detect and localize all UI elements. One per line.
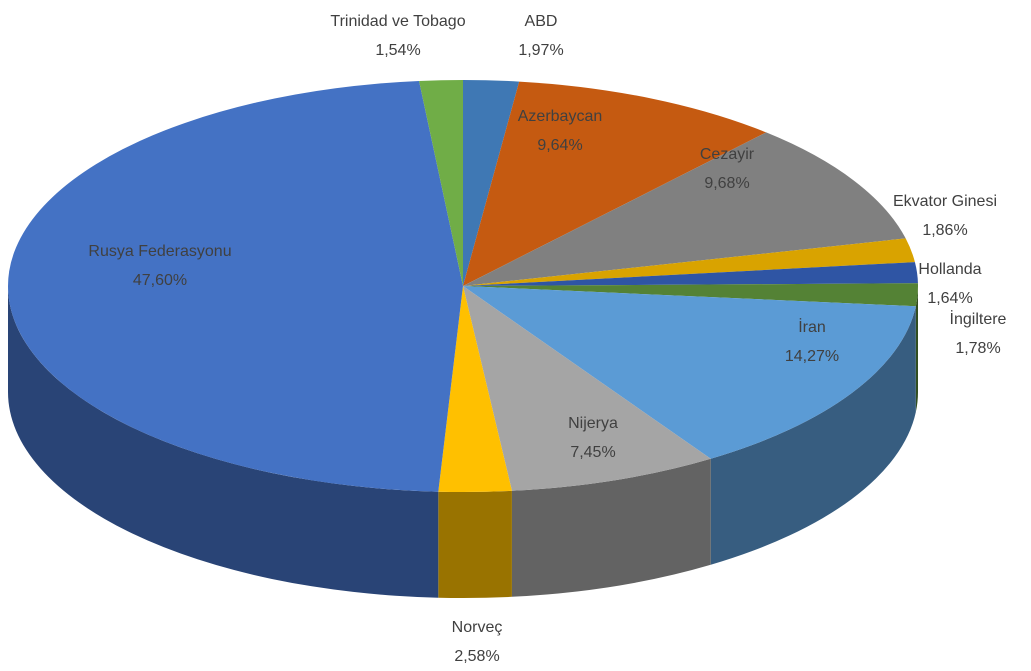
slice-label: Cezayir [700,146,755,163]
slice-side [915,286,918,413]
slice-value-label: 9,64% [537,137,582,154]
slice-label: Rusya Federasyonu [88,243,231,260]
slice-side [710,306,916,565]
slice-label: Hollanda [918,261,981,278]
slice-label: Trinidad ve Tobago [330,13,465,30]
slice-value-label: 1,78% [955,340,1000,357]
slice [8,80,463,492]
slice-side [438,490,512,598]
slice [463,81,767,287]
slice-value-label: 9,68% [704,175,749,192]
slice-side [511,458,711,597]
slice-label: İngiltere [950,309,1007,328]
slice-value-label: 7,45% [570,444,615,461]
slice [463,286,711,491]
slice-label: Ekvator Ginesi [893,193,997,210]
slice-label: Nijerya [568,415,618,432]
slice [463,238,915,286]
slice-value-label: 2,58% [454,648,499,665]
slice-value-label: 1,97% [518,42,563,59]
slice-value-label: 47,60% [133,272,187,289]
slice [463,132,906,286]
slice [463,286,916,459]
slice [463,283,918,307]
slice-value-label: 1,54% [375,42,420,59]
slice-value-label: 1,64% [927,290,972,307]
slice [463,80,520,286]
slice-label: İran [798,317,826,336]
slice-label: Azerbaycan [518,108,603,125]
slice-side [8,286,439,598]
slice-value-label: 1,86% [922,222,967,239]
slice-label: Norveç [452,619,503,636]
slice [438,286,512,492]
slice [419,80,463,286]
slice-value-label: 14,27% [785,348,839,365]
slice-label: ABD [525,13,558,30]
slice [463,262,918,286]
